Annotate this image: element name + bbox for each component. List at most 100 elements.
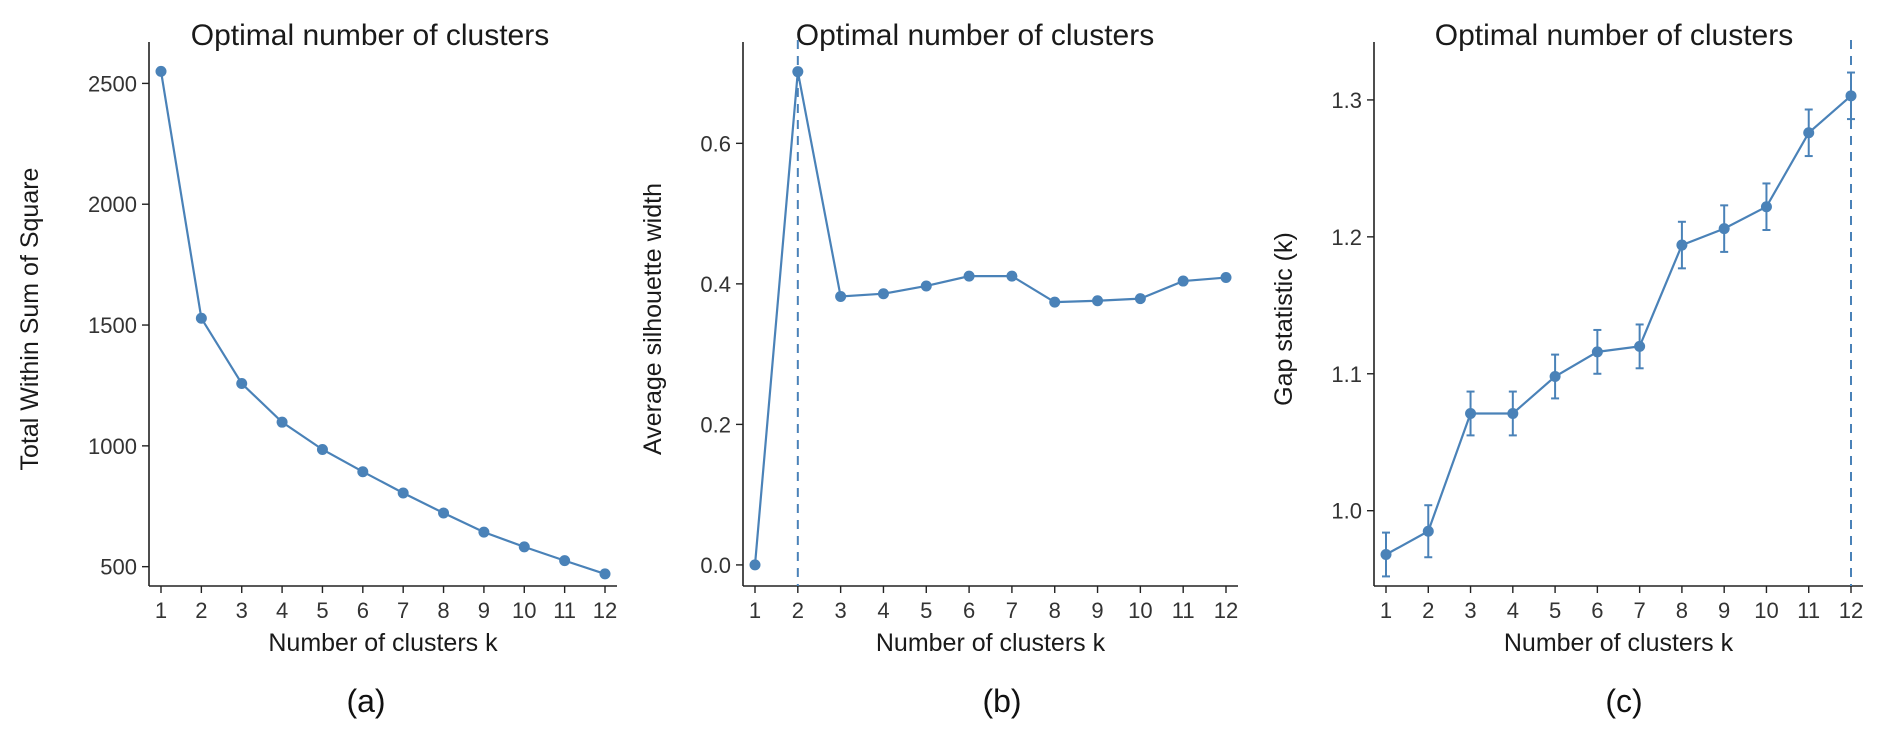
series-line	[159, 71, 606, 575]
data-point	[478, 526, 490, 538]
data-point	[877, 288, 889, 300]
chart-title: Optimal number of clusters	[1435, 19, 1793, 52]
y-tick-label: 0.2	[700, 412, 731, 437]
data-point	[1845, 90, 1857, 102]
x-tick-label: 11	[1797, 598, 1820, 623]
x-tick-label: 2	[195, 598, 207, 623]
data-point	[1422, 525, 1434, 537]
data-point	[1049, 296, 1061, 308]
data-point	[1718, 223, 1730, 235]
y-tick-label: 0.6	[700, 131, 731, 156]
data-point	[1092, 295, 1104, 307]
data-point	[236, 378, 248, 390]
data-point	[1220, 272, 1232, 284]
x-tick-label: 5	[1549, 598, 1561, 623]
y-tick-label: 1500	[88, 313, 137, 338]
y-tick-label: 1.2	[1331, 225, 1362, 250]
data-point	[1803, 127, 1815, 139]
data-point	[1380, 549, 1392, 561]
x-tick-label: 5	[316, 598, 328, 623]
data-point	[920, 280, 932, 292]
data-point	[1760, 201, 1772, 213]
x-tick-label: 5	[920, 598, 932, 623]
data-point	[749, 559, 761, 571]
data-point	[438, 507, 450, 519]
x-tick-label: 7	[1006, 598, 1018, 623]
data-point	[599, 568, 611, 580]
y-axis-title: Average silhouette width	[639, 183, 667, 455]
x-tick-label: 4	[276, 598, 288, 623]
data-point	[1634, 340, 1646, 352]
data-point	[357, 466, 369, 478]
data-point	[276, 416, 288, 428]
x-tick-label: 9	[478, 598, 490, 623]
y-tick-label: 1.1	[1331, 362, 1362, 387]
x-tick-label: 6	[963, 598, 975, 623]
x-axis-title: Number of clusters k	[876, 629, 1106, 657]
data-point	[1676, 239, 1688, 251]
x-tick-label: 4	[877, 598, 889, 623]
data-point	[1006, 270, 1018, 282]
x-tick-label: 1	[155, 598, 167, 623]
data-point	[1549, 371, 1561, 383]
data-point	[1177, 275, 1189, 287]
y-tick-label: 1.0	[1331, 499, 1362, 524]
panel-caption: (a)	[346, 683, 385, 719]
x-tick-label: 12	[593, 598, 617, 623]
x-tick-label: 8	[437, 598, 449, 623]
x-tick-label: 1	[749, 598, 761, 623]
x-tick-label: 10	[1754, 598, 1778, 623]
data-point	[397, 487, 409, 499]
x-tick-label: 8	[1676, 598, 1688, 623]
chart-panel-a: Optimal number of clusters 500 1000 1500 200…	[16, 19, 617, 719]
y-tick-label: 2500	[88, 71, 137, 96]
x-tick-label: 3	[835, 598, 847, 623]
data-point	[1465, 407, 1477, 419]
data-point	[1591, 346, 1603, 358]
data-point	[963, 270, 975, 282]
data-point	[559, 555, 571, 567]
chart-title: Optimal number of clusters	[796, 19, 1154, 52]
x-axis-title: Number of clusters k	[1504, 629, 1734, 657]
x-tick-label: 3	[236, 598, 248, 623]
data-point	[1134, 293, 1146, 305]
x-tick-label: 10	[1128, 598, 1152, 623]
x-tick-label: 6	[1591, 598, 1603, 623]
panel-caption: (c)	[1605, 683, 1642, 719]
x-tick-label: 11	[1172, 598, 1195, 623]
x-tick-label: 2	[1422, 598, 1434, 623]
y-tick-label: 2000	[88, 192, 137, 217]
chart-title: Optimal number of clusters	[191, 19, 549, 52]
x-tick-label: 8	[1049, 598, 1061, 623]
x-tick-label: 2	[792, 598, 804, 623]
x-tick-label: 12	[1839, 598, 1863, 623]
x-tick-label: 7	[1634, 598, 1646, 623]
x-tick-label: 11	[553, 598, 576, 623]
x-tick-label: 1	[1380, 598, 1392, 623]
chart-panel-b: Optimal number of clusters 0.0 0.2 0.4 0.6 1 2…	[639, 19, 1238, 719]
x-axis-title: Number of clusters k	[268, 629, 498, 657]
x-tick-label: 9	[1718, 598, 1730, 623]
y-tick-label: 0.4	[700, 272, 731, 297]
data-point	[1507, 407, 1519, 419]
data-point	[792, 66, 804, 78]
y-axis-title: Total Within Sum of Square	[16, 168, 44, 471]
series-line	[1385, 94, 1852, 556]
x-tick-label: 9	[1091, 598, 1103, 623]
y-tick-label: 0.0	[700, 553, 731, 578]
y-tick-label: 1000	[88, 434, 137, 459]
y-tick-label: 500	[100, 555, 137, 580]
x-tick-label: 6	[357, 598, 369, 623]
x-tick-label: 4	[1507, 598, 1519, 623]
panel-caption: (b)	[982, 683, 1021, 719]
data-point	[835, 291, 847, 303]
x-tick-label: 3	[1464, 598, 1476, 623]
y-tick-label: 1.3	[1331, 88, 1362, 113]
data-point	[316, 443, 328, 455]
data-point	[155, 65, 167, 77]
x-tick-label: 10	[512, 598, 536, 623]
x-tick-label: 7	[397, 598, 409, 623]
series-line	[753, 71, 1227, 566]
